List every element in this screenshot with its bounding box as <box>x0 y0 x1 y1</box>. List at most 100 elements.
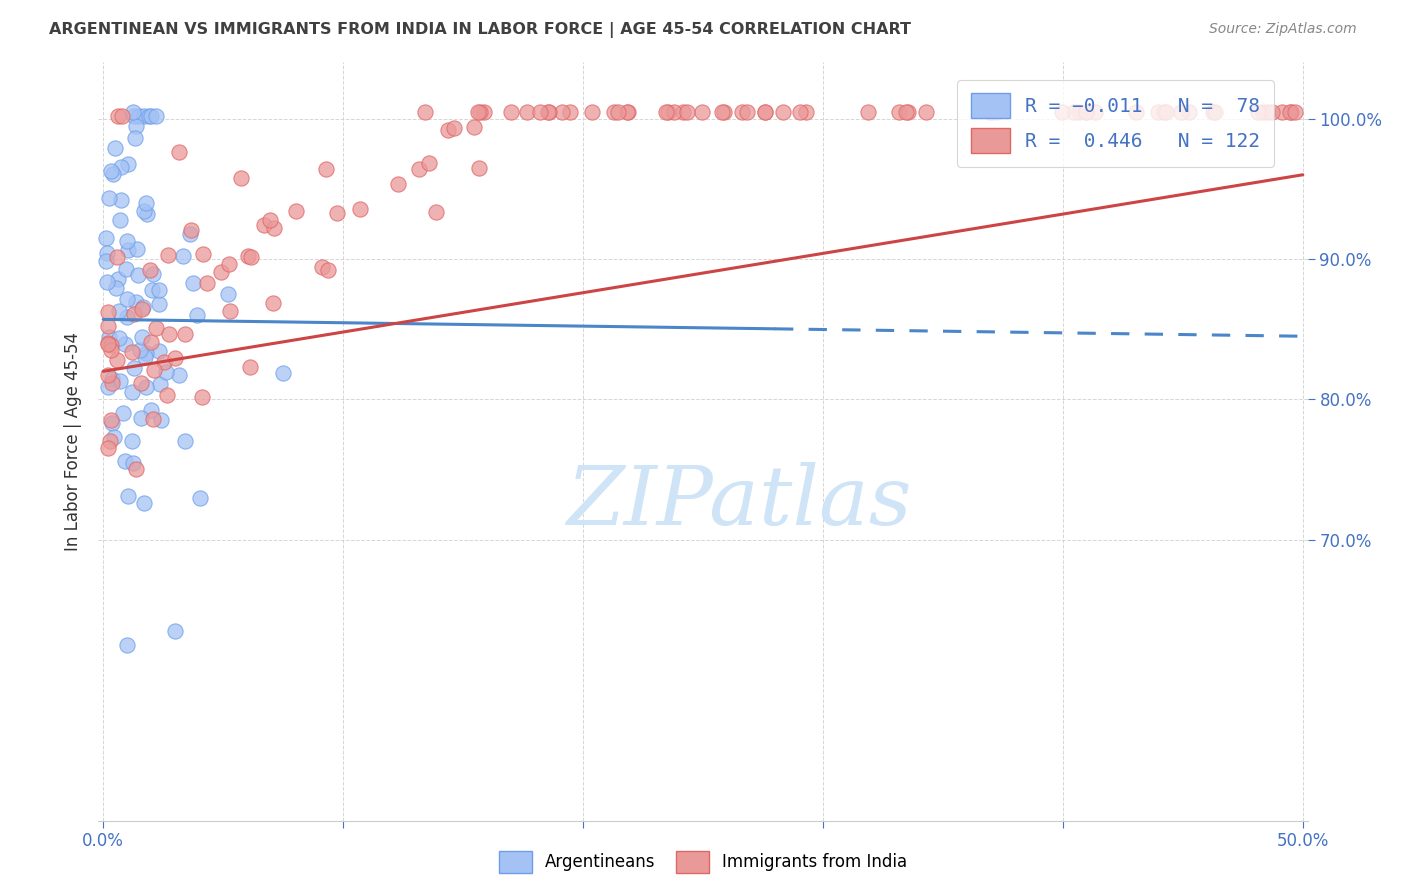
Point <box>172 248 194 262</box>
Point <box>349 202 371 216</box>
Point <box>889 104 911 119</box>
Point <box>180 223 202 237</box>
Point <box>122 360 145 375</box>
Point <box>1279 104 1302 119</box>
Point <box>115 234 138 248</box>
Point <box>558 104 581 119</box>
Point <box>110 193 132 207</box>
Point <box>1178 104 1201 119</box>
Point <box>132 300 155 314</box>
Point <box>104 141 127 155</box>
Point <box>105 353 128 368</box>
Point <box>117 489 139 503</box>
Point <box>132 203 155 218</box>
Point <box>141 283 163 297</box>
Point <box>150 413 173 427</box>
Point <box>894 104 917 119</box>
Point <box>551 104 574 119</box>
Point <box>408 162 430 177</box>
Point <box>97 380 120 394</box>
Point <box>131 301 153 316</box>
Point <box>156 388 179 402</box>
Point <box>174 434 197 448</box>
Point <box>104 281 127 295</box>
Point <box>980 104 1002 119</box>
Point <box>218 257 240 271</box>
Point <box>167 145 190 159</box>
Point <box>103 430 125 444</box>
Point <box>121 104 143 119</box>
Point <box>1170 104 1192 119</box>
Point <box>262 296 284 310</box>
Point <box>127 242 149 256</box>
Point <box>125 462 148 476</box>
Point <box>107 272 129 286</box>
Point <box>97 191 120 205</box>
Point <box>100 413 122 427</box>
Point <box>425 205 447 219</box>
Point <box>217 287 239 301</box>
Point <box>139 263 162 277</box>
Point <box>984 104 1007 119</box>
Point <box>124 109 146 123</box>
Point <box>418 156 440 170</box>
Point <box>1260 104 1282 119</box>
Point <box>108 374 131 388</box>
Point <box>101 167 124 181</box>
Point <box>129 343 152 357</box>
Point <box>1279 104 1302 119</box>
Point <box>1125 104 1147 119</box>
Point <box>467 104 489 119</box>
Point <box>97 305 120 319</box>
Point <box>1154 104 1177 119</box>
Point <box>253 218 276 232</box>
Point <box>141 334 163 349</box>
Point <box>463 120 485 134</box>
Point <box>259 213 281 227</box>
Point <box>731 104 754 119</box>
Point <box>125 120 148 134</box>
Point <box>135 380 157 394</box>
Point <box>1146 104 1168 119</box>
Point <box>789 104 811 119</box>
Point <box>603 104 626 119</box>
Point <box>772 104 794 119</box>
Point <box>134 351 156 365</box>
Point <box>157 326 180 341</box>
Point <box>155 365 177 379</box>
Point <box>111 406 134 420</box>
Point <box>101 376 124 390</box>
Point <box>143 362 166 376</box>
Point <box>1202 104 1225 119</box>
Point <box>616 104 638 119</box>
Point <box>97 368 120 382</box>
Point <box>607 104 630 119</box>
Point <box>1204 104 1226 119</box>
Point <box>97 441 120 455</box>
Point <box>110 161 132 175</box>
Point <box>1257 104 1279 119</box>
Point <box>148 297 170 311</box>
Text: ARGENTINEAN VS IMMIGRANTS FROM INDIA IN LABOR FORCE | AGE 45-54 CORRELATION CHAR: ARGENTINEAN VS IMMIGRANTS FROM INDIA IN … <box>49 22 911 38</box>
Point <box>135 206 157 220</box>
Point <box>191 390 214 404</box>
Point <box>229 171 252 186</box>
Point <box>114 336 136 351</box>
Point <box>897 104 920 119</box>
Point <box>676 104 699 119</box>
Point <box>96 246 118 260</box>
Point <box>1251 104 1274 119</box>
Point <box>193 247 215 261</box>
Point <box>135 346 157 360</box>
Point <box>1074 104 1097 119</box>
Point <box>153 354 176 368</box>
Point <box>129 411 152 425</box>
Point <box>1063 104 1085 119</box>
Point <box>134 496 156 510</box>
Point <box>139 403 162 417</box>
Point <box>315 161 337 176</box>
Point <box>131 330 153 344</box>
Point <box>538 104 561 119</box>
Point <box>145 321 167 335</box>
Point <box>121 434 143 448</box>
